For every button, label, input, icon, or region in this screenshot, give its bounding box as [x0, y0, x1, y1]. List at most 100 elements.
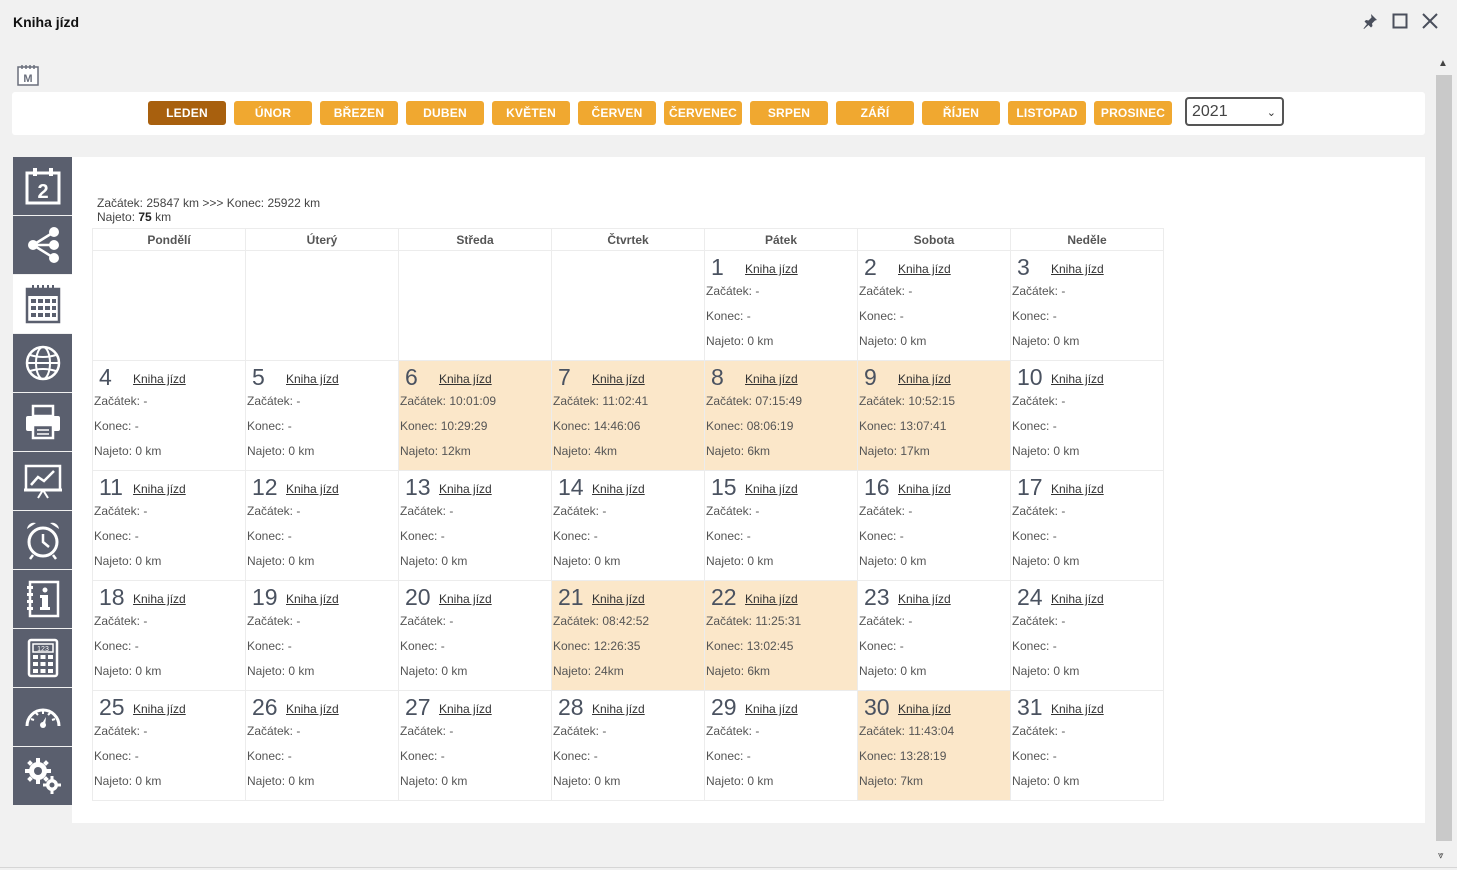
calendar-body: 1 Kniha jízd Začátek: - Konec: - Najeto: 0 k…: [92, 250, 1164, 801]
day-number: 29: [711, 694, 737, 720]
month-button-brezen[interactable]: BŘEZEN: [320, 101, 398, 125]
kniha-jizd-link[interactable]: Kniha jízd: [745, 702, 798, 716]
sidebar-item-day[interactable]: 2: [13, 157, 72, 216]
calendar-day-cell: 21 Kniha jízd Začátek: 08:42:52 Konec: 12:2…: [551, 580, 705, 691]
kniha-jizd-link[interactable]: Kniha jízd: [1051, 262, 1104, 276]
info-book-icon: [26, 580, 59, 618]
kniha-jizd-link[interactable]: Kniha jízd: [439, 372, 492, 386]
sidebar-item-calendar[interactable]: [13, 275, 72, 334]
month-button-unor[interactable]: ÚNOR: [234, 101, 312, 125]
kniha-jizd-link[interactable]: Kniha jízd: [592, 592, 645, 606]
kniha-jizd-link[interactable]: Kniha jízd: [898, 592, 951, 606]
month-button-cervenec[interactable]: ČERVENEC: [664, 101, 742, 125]
day-driven-km: Najeto: 0 km: [400, 664, 468, 678]
month-button-srpen[interactable]: SRPEN: [750, 101, 828, 125]
scroll-up-icon[interactable]: ▲: [1438, 58, 1448, 69]
calendar-day-cell: 12 Kniha jízd Začátek: - Konec: - Najeto: 0 …: [245, 470, 399, 581]
kniha-jizd-link[interactable]: Kniha jízd: [1051, 702, 1104, 716]
sidebar-item-chart[interactable]: [13, 452, 72, 511]
weekday-header: Úterý: [245, 228, 399, 251]
day-start-time: Začátek: -: [247, 394, 301, 408]
day-number: 15: [711, 474, 737, 500]
close-icon[interactable]: [1420, 11, 1440, 31]
kniha-jizd-link[interactable]: Kniha jízd: [286, 702, 339, 716]
sidebar-item-print[interactable]: [13, 393, 72, 452]
scrollbar-thumb[interactable]: [1436, 75, 1452, 841]
kniha-jizd-link[interactable]: Kniha jízd: [286, 482, 339, 496]
day-end-time: Konec: -: [400, 529, 445, 543]
sidebar-item-speedometer[interactable]: [13, 688, 72, 747]
kniha-jizd-link[interactable]: Kniha jízd: [286, 592, 339, 606]
sidebar-item-alarm[interactable]: [13, 511, 72, 570]
kniha-jizd-link[interactable]: Kniha jízd: [133, 702, 186, 716]
sidebar-item-settings[interactable]: [13, 747, 72, 806]
month-button-cerven[interactable]: ČERVEN: [578, 101, 656, 125]
calendar-day-cell: 26 Kniha jízd Začátek: - Konec: - Najeto: 0 …: [245, 690, 399, 801]
day-header: 13 Kniha jízd: [399, 471, 551, 499]
day-start-time: Začátek: -: [400, 504, 454, 518]
day-number: 2: [864, 254, 877, 280]
day-start-time: Začátek: -: [553, 504, 607, 518]
calendar-day-cell: 17 Kniha jízd Začátek: - Konec: - Najeto: 0 …: [1010, 470, 1164, 581]
sidebar-item-calculator[interactable]: 123: [13, 629, 72, 688]
kniha-jizd-link[interactable]: Kniha jízd: [439, 592, 492, 606]
sidebar-item-globe[interactable]: [13, 334, 72, 393]
year-select[interactable]: 2021 ⌄: [1185, 97, 1284, 126]
resize-grip-icon[interactable]: ⩔: [1438, 850, 1444, 861]
divider: [0, 867, 1457, 868]
maximize-icon[interactable]: [1390, 11, 1410, 31]
kniha-jizd-link[interactable]: Kniha jízd: [898, 702, 951, 716]
kniha-jizd-link[interactable]: Kniha jízd: [898, 482, 951, 496]
day-end-time: Konec: -: [859, 309, 904, 323]
kniha-jizd-link[interactable]: Kniha jízd: [133, 482, 186, 496]
weekday-header: Středa: [398, 228, 552, 251]
month-button-listopad[interactable]: LISTOPAD: [1008, 101, 1086, 125]
kniha-jizd-link[interactable]: Kniha jízd: [592, 702, 645, 716]
day-number: 27: [405, 694, 431, 720]
day-driven-km: Najeto: 6km: [706, 664, 771, 678]
day-driven-km: Najeto: 0 km: [247, 554, 315, 568]
calendar-day-cell: 19 Kniha jízd Začátek: - Konec: - Najeto: 0 …: [245, 580, 399, 691]
day-driven-km: Najeto: 0 km: [1012, 444, 1080, 458]
kniha-jizd-link[interactable]: Kniha jízd: [898, 372, 951, 386]
kniha-jizd-link[interactable]: Kniha jízd: [745, 262, 798, 276]
kniha-jizd-link[interactable]: Kniha jízd: [439, 482, 492, 496]
day-end-time: Konec: -: [400, 749, 445, 763]
calendar-panel: Začátek: 25847 km >>> Konec: 25922 km Na…: [72, 157, 1425, 823]
kniha-jizd-link[interactable]: Kniha jízd: [592, 482, 645, 496]
kniha-jizd-link[interactable]: Kniha jízd: [745, 372, 798, 386]
sidebar-item-tree[interactable]: [13, 216, 72, 275]
day-driven-km: Najeto: 24km: [553, 664, 624, 678]
day-end-time: Konec: -: [94, 529, 139, 543]
month-button-duben[interactable]: DUBEN: [406, 101, 484, 125]
month-button-zari[interactable]: ZÁŘÍ: [836, 101, 914, 125]
kniha-jizd-link[interactable]: Kniha jízd: [592, 372, 645, 386]
calendar-day-cell: 16 Kniha jízd Začátek: - Konec: - Najeto: 0 …: [857, 470, 1011, 581]
pin-icon[interactable]: [1360, 11, 1380, 31]
sidebar-item-info[interactable]: [13, 570, 72, 629]
kniha-jizd-link[interactable]: Kniha jízd: [898, 262, 951, 276]
kniha-jizd-link[interactable]: Kniha jízd: [745, 482, 798, 496]
day-number: 1: [711, 254, 724, 280]
kniha-jizd-link[interactable]: Kniha jízd: [286, 372, 339, 386]
km-driven: Najeto: 75 km: [97, 210, 172, 224]
day-number: 28: [558, 694, 584, 720]
kniha-jizd-link[interactable]: Kniha jízd: [439, 702, 492, 716]
kniha-jizd-link[interactable]: Kniha jízd: [1051, 592, 1104, 606]
kniha-jizd-link[interactable]: Kniha jízd: [745, 592, 798, 606]
month-view-icon[interactable]: M: [16, 63, 40, 87]
vertical-scrollbar[interactable]: ▲ ⩔: [1435, 58, 1453, 866]
month-button-prosinec[interactable]: PROSINEC: [1094, 101, 1172, 125]
kniha-jizd-link[interactable]: Kniha jízd: [1051, 482, 1104, 496]
day-end-time: Konec: -: [706, 749, 751, 763]
day-end-time: Konec: -: [247, 419, 292, 433]
day-start-time: Začátek: 10:01:09: [400, 394, 497, 408]
month-button-rijen[interactable]: ŘÍJEN: [922, 101, 1000, 125]
kniha-jizd-link[interactable]: Kniha jízd: [133, 372, 186, 386]
day-driven-km: Najeto: 12km: [400, 444, 471, 458]
kniha-jizd-link[interactable]: Kniha jízd: [1051, 372, 1104, 386]
month-button-leden[interactable]: LEDEN: [148, 101, 226, 125]
kniha-jizd-link[interactable]: Kniha jízd: [133, 592, 186, 606]
month-button-kveten[interactable]: KVĚTEN: [492, 101, 570, 125]
calendar-day-cell: 20 Kniha jízd Začátek: - Konec: - Najeto: 0 …: [398, 580, 552, 691]
